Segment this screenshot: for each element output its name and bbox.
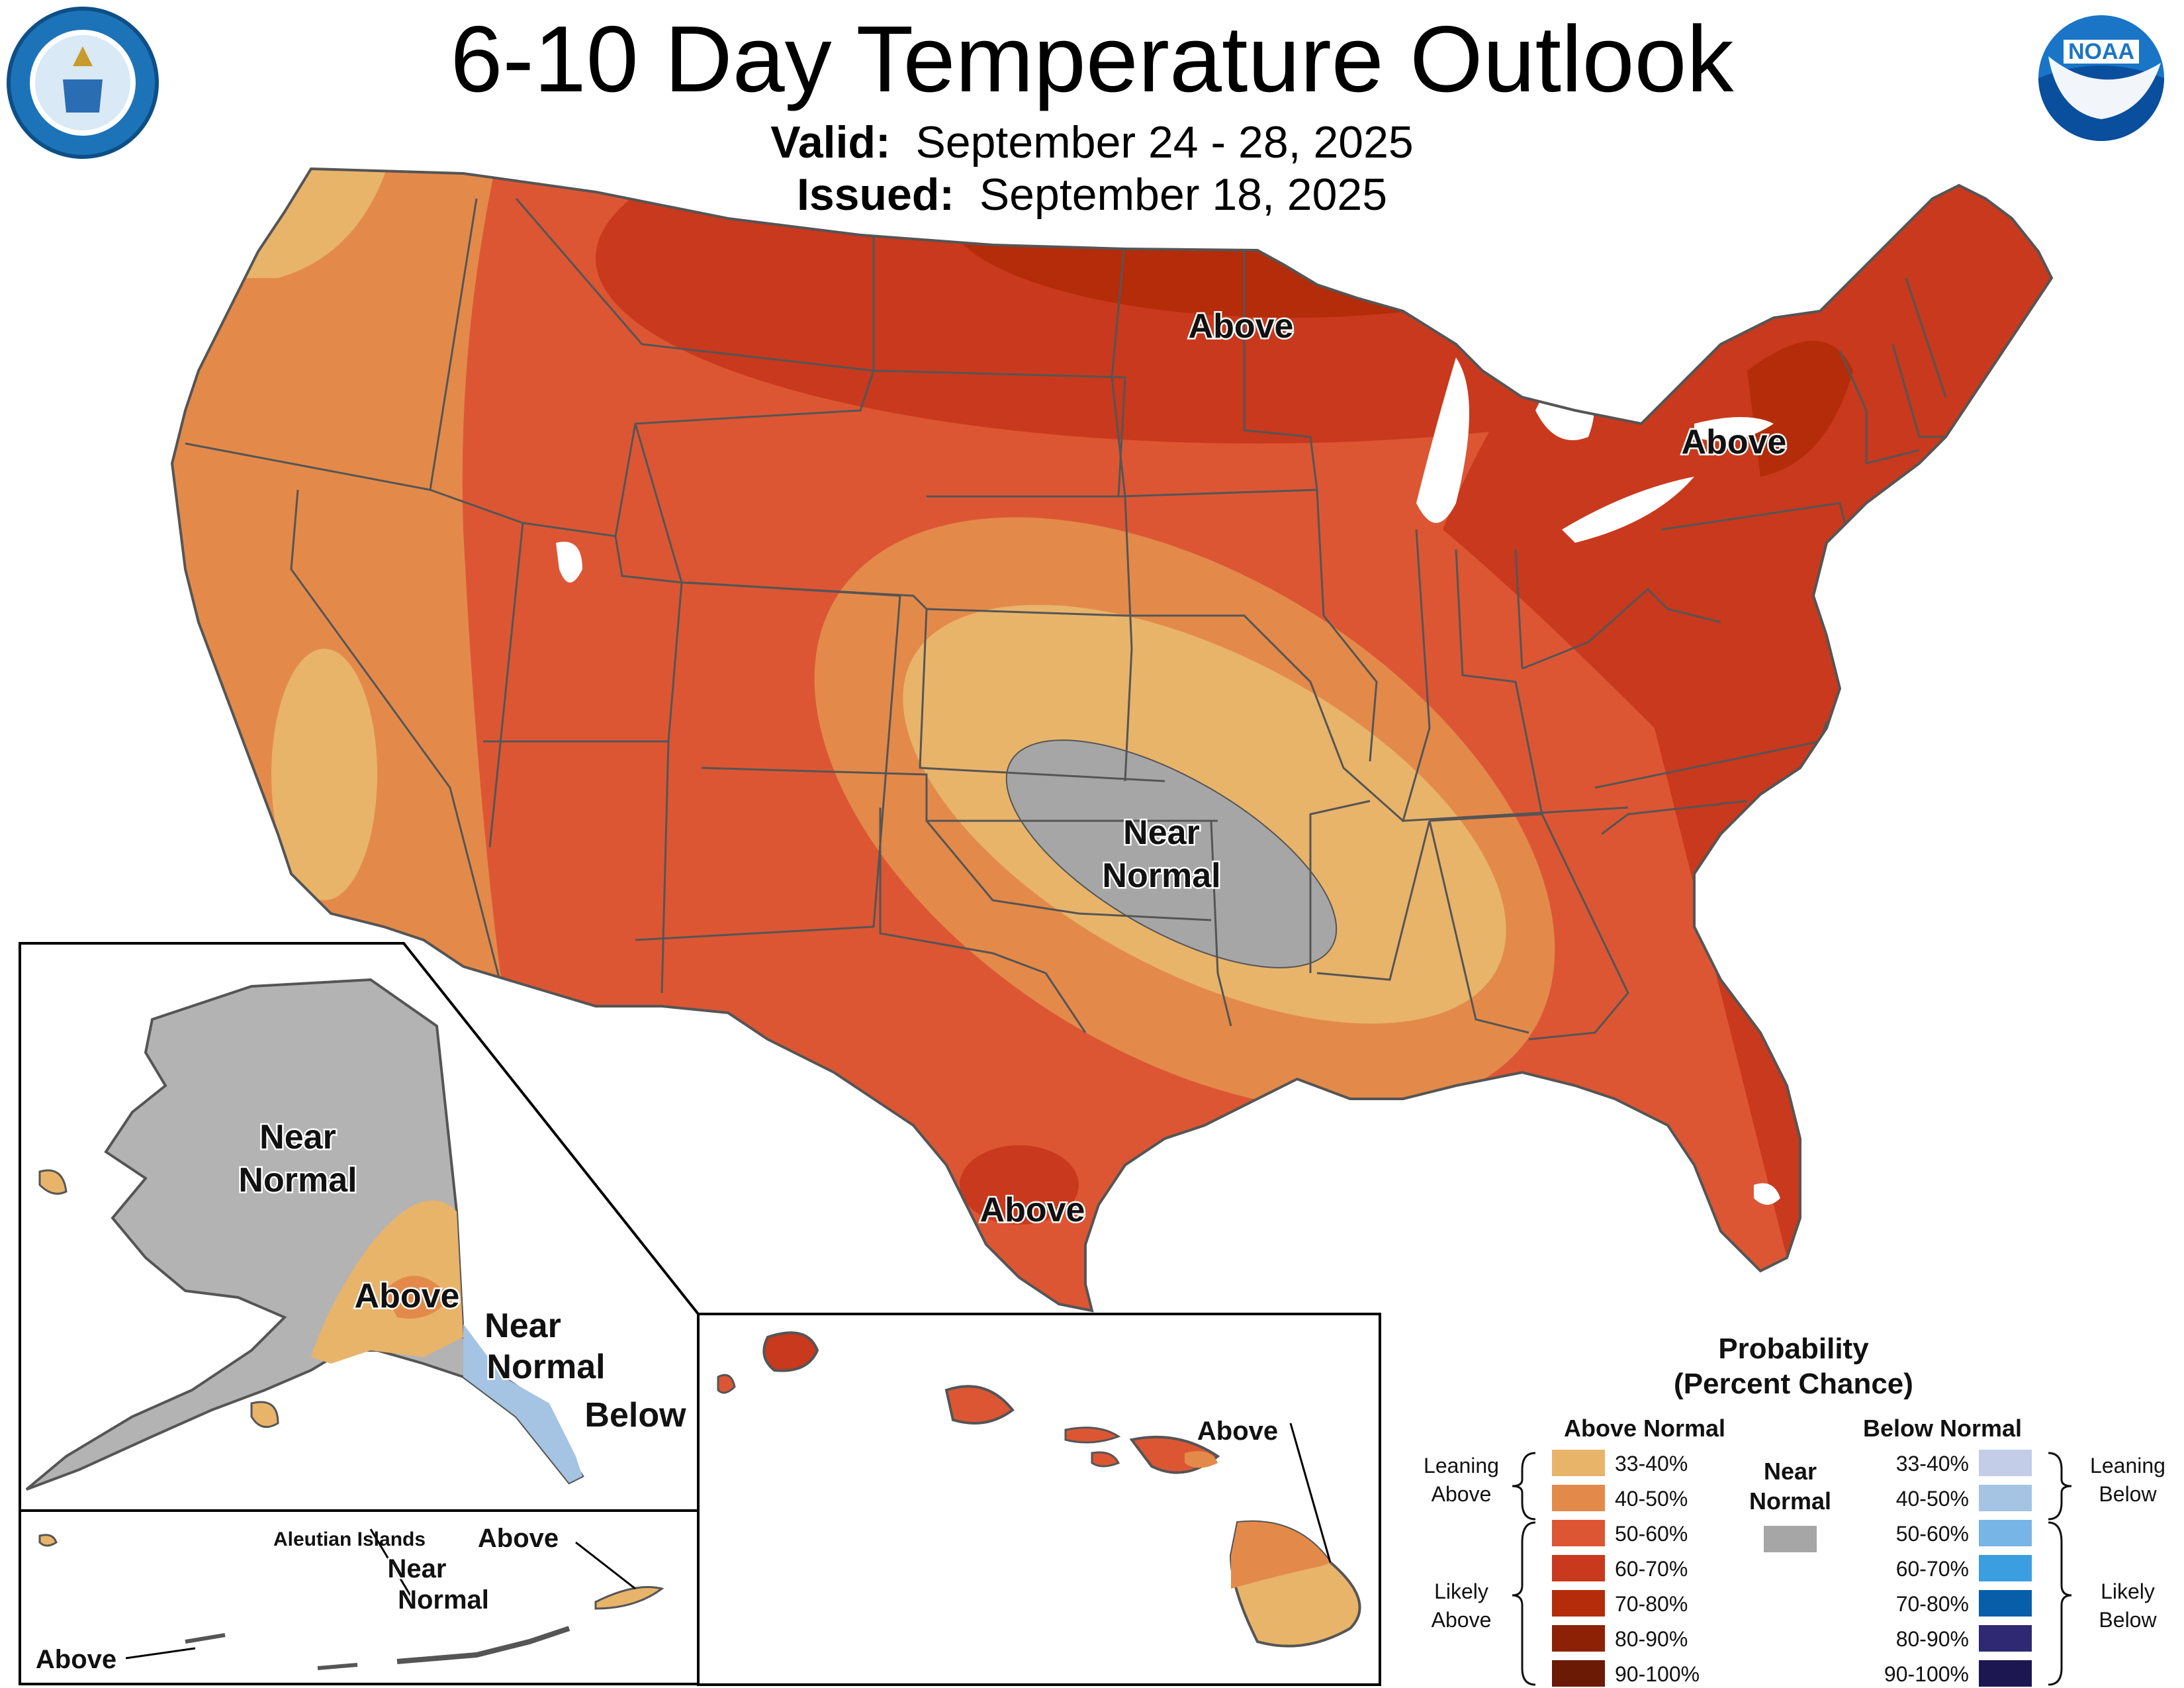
hawaii-label-above: Above [1197, 1417, 1278, 1446]
legend-below-label-5: 70-80% [1896, 1592, 1969, 1616]
legend: Probability (Percent Chance) Above Norma… [1424, 1333, 2165, 1687]
alaska-inset: Near Normal Above Near Normal Below [19, 942, 700, 1512]
legend-below-swatch-3 [1979, 1520, 2032, 1546]
legend-below-swatch-7 [1979, 1660, 2032, 1687]
legend-above-header: Above Normal [1564, 1415, 1725, 1442]
ak-label-near-normal-1: Near [259, 1118, 336, 1156]
legend-near-swatch [1764, 1526, 1817, 1552]
legend-above-label-7: 90-100% [1615, 1662, 1700, 1686]
valid-label: Valid: [770, 117, 891, 167]
noaa-logo-icon: NOAA [2038, 15, 2164, 141]
brace-likely-above [1512, 1521, 1536, 1686]
legend-near-2: Normal [1749, 1487, 1831, 1515]
legend-below-label-7: 90-100% [1884, 1662, 1969, 1686]
legend-below-label-3: 50-60% [1896, 1522, 1969, 1546]
aleutian-title: Aleutian Islands [273, 1528, 426, 1550]
issued-value: September 18, 2025 [979, 169, 1388, 220]
label-near-normal-2: Normal [1102, 857, 1220, 895]
label-above-north: Above [1189, 307, 1294, 346]
legend-below-label-2: 40-50% [1896, 1487, 1969, 1511]
legend-above-swatch-2 [1552, 1485, 1605, 1511]
legend-likely-above-2: Above [1432, 1608, 1492, 1632]
ak-label-below: Below [584, 1396, 686, 1434]
legend-below-label-4: 60-70% [1896, 1557, 1969, 1581]
legend-below-header: Below Normal [1863, 1415, 2022, 1442]
legend-leaning-below-1: Leaning [2090, 1454, 2165, 1477]
legend-above-swatch-6 [1552, 1625, 1605, 1652]
legend-likely-below-2: Below [2099, 1608, 2157, 1632]
hawaii-inset: Above [697, 1313, 1381, 1686]
legend-below-label-1: 33-40% [1896, 1452, 1969, 1476]
noaa-text: NOAA [2068, 39, 2134, 64]
brace-leaning-below [2048, 1452, 2072, 1521]
legend-leaning-below-2: Below [2099, 1482, 2157, 1506]
ak-label-se-near-1: Near [484, 1307, 561, 1345]
valid-dates: Valid: September 24 - 28, 2025 [0, 116, 2184, 169]
legend-below-swatch-4 [1979, 1555, 2032, 1581]
commerce-seal-icon [7, 7, 159, 159]
legend-above-swatch-7 [1552, 1660, 1605, 1687]
label-near-normal-1: Near [1123, 814, 1200, 852]
legend-above-label-3: 50-60% [1615, 1522, 1688, 1546]
legend-below-swatch-5 [1979, 1590, 2032, 1617]
brace-leaning-above [1512, 1452, 1536, 1521]
ak-label-near-normal-2: Normal [238, 1161, 357, 1199]
legend-above-label-1: 33-40% [1615, 1452, 1688, 1476]
legend-likely-below-1: Likely [2101, 1579, 2155, 1603]
legend-below-label-6: 80-90% [1896, 1627, 1969, 1651]
aleutian-label-above-left: Above [36, 1645, 116, 1674]
legend-title-2: (Percent Chance) [1674, 1368, 1913, 1400]
brace-likely-below [2048, 1521, 2072, 1686]
legend-title-1: Probability [1718, 1333, 1869, 1365]
legend-above-swatch-1 [1552, 1450, 1605, 1476]
legend-above-swatch-4 [1552, 1555, 1605, 1581]
legend-above-label-6: 80-90% [1615, 1627, 1688, 1651]
label-above-northeast: Above [1682, 423, 1787, 461]
aleutian-label-near-1: Near [388, 1554, 447, 1583]
ak-label-above: Above [355, 1277, 460, 1315]
legend-above-label-2: 40-50% [1615, 1487, 1688, 1511]
legend-near-1: Near [1764, 1458, 1817, 1485]
legend-above-label-5: 70-80% [1615, 1592, 1688, 1616]
aleutian-label-above-right: Above [478, 1524, 559, 1553]
legend-below-swatch-1 [1979, 1450, 2032, 1476]
valid-value: September 24 - 28, 2025 [915, 117, 1414, 167]
issued-label: Issued: [796, 169, 955, 220]
legend-above-label-4: 60-70% [1615, 1557, 1688, 1581]
aleutian-label-near-2: Normal [398, 1585, 489, 1615]
aleutian-inset: Aleutian Islands Above Near Normal Above [19, 1509, 700, 1685]
ak-label-se-near-2: Normal [486, 1348, 605, 1386]
legend-leaning-above-2: Above [1432, 1482, 1492, 1506]
map-title: 6-10 Day Temperature Outlook [450, 7, 1734, 112]
legend-below-swatch-6 [1979, 1625, 2032, 1652]
label-above-texas: Above [980, 1191, 1085, 1229]
legend-above-swatch-3 [1552, 1520, 1605, 1546]
legend-likely-above-1: Likely [1434, 1579, 1488, 1603]
issued-date: Issued: September 18, 2025 [0, 168, 2184, 221]
legend-below-swatch-2 [1979, 1485, 2032, 1511]
legend-leaning-above-1: Leaning [1424, 1454, 1499, 1477]
legend-above-swatch-5 [1552, 1590, 1605, 1617]
